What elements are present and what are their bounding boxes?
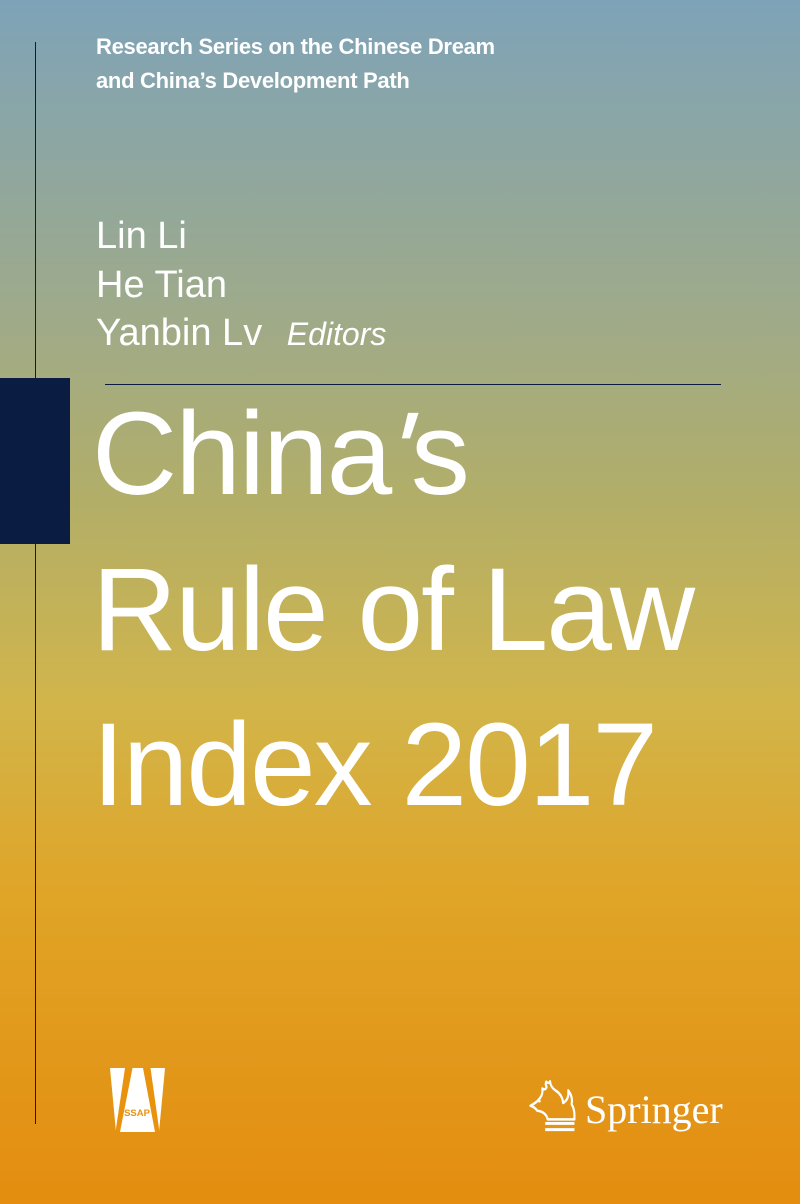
svg-text:Springer: Springer [585,1087,723,1132]
svg-text:SSAP: SSAP [124,1108,151,1119]
